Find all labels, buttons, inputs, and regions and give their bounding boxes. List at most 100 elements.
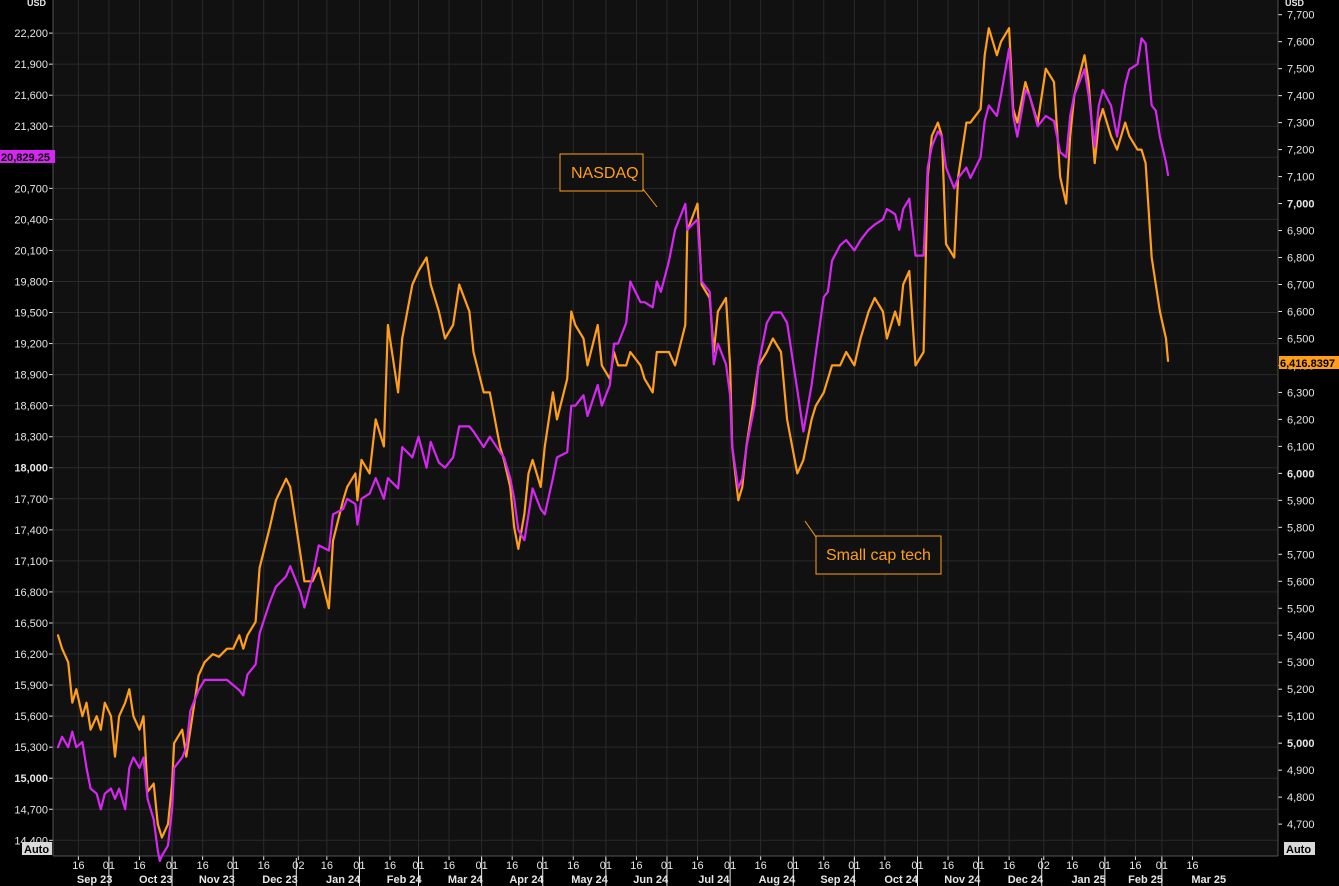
left-tick-label: 15,600 bbox=[14, 711, 48, 723]
left-tick-label: 18,600 bbox=[14, 401, 48, 413]
right-tick-label: 5,300 bbox=[1287, 657, 1315, 669]
nasdaq-series-line bbox=[56, 37, 1170, 863]
left-auto-button[interactable]: Auto bbox=[22, 842, 52, 856]
x-month-label: Sep 24 bbox=[820, 874, 856, 886]
x-tick-label: 16 bbox=[755, 860, 767, 872]
right-tick-label: 4,800 bbox=[1287, 792, 1315, 804]
left-tick-label: 15,000 bbox=[14, 773, 48, 785]
nasdaq-annotation-label: NASDAQ bbox=[571, 165, 639, 182]
left-tick-label: 21,600 bbox=[14, 90, 48, 102]
left-tick-label: 15,900 bbox=[14, 680, 48, 692]
left-tick-label: 16,200 bbox=[14, 649, 48, 661]
x-month-label: Nov 24 bbox=[944, 874, 981, 886]
x-month-label: Mar 25 bbox=[1191, 874, 1226, 886]
right-tick-label: 6,900 bbox=[1287, 226, 1315, 238]
x-tick-label: 16 bbox=[567, 860, 579, 872]
left-tick-label: 17,400 bbox=[14, 525, 48, 537]
x-tick-label: 16 bbox=[1003, 860, 1015, 872]
left-tick-label: 14,700 bbox=[14, 804, 48, 816]
left-tick-label: 18,300 bbox=[14, 432, 48, 444]
right-tick-label: 6,100 bbox=[1287, 441, 1315, 453]
right-tick-label: 7,100 bbox=[1287, 172, 1315, 184]
right-tick-label: 5,700 bbox=[1287, 549, 1315, 561]
x-tick-label: 16 bbox=[1066, 860, 1078, 872]
right-tick-label: 6,600 bbox=[1287, 306, 1315, 318]
nasdaq-last-value-flag: 20,829.25 bbox=[0, 150, 55, 164]
right-tick-label: 7,400 bbox=[1287, 91, 1315, 103]
x-axis: 16 01 16 01 16 01 16 02 16 01 16 01 16 01 16 01 16 01 16 01… bbox=[53, 855, 1278, 886]
x-tick-label: 16 bbox=[72, 860, 84, 872]
right-tick-label: 7,200 bbox=[1287, 145, 1315, 157]
right-tick-label: 6,800 bbox=[1287, 253, 1315, 265]
x-month-label: Jan 24 bbox=[326, 874, 361, 886]
x-tick-label: 16 bbox=[506, 860, 518, 872]
right-tick-label: 6,300 bbox=[1287, 387, 1315, 399]
left-unit-label: USD bbox=[27, 0, 47, 8]
right-unit-label: USD bbox=[1285, 0, 1305, 8]
left-tick-label: 20,700 bbox=[14, 183, 48, 195]
left-tick-label: 20,100 bbox=[14, 245, 48, 257]
right-tick-label: 5,000 bbox=[1287, 738, 1315, 750]
x-month-label: Dec 23 bbox=[262, 874, 297, 886]
x-month-label: Mar 24 bbox=[448, 874, 484, 886]
right-tick-label: 7,000 bbox=[1287, 199, 1315, 211]
x-tick-label: 16 bbox=[942, 860, 954, 872]
x-tick-label: 16 bbox=[133, 860, 145, 872]
left-tick-label: 15,300 bbox=[14, 742, 48, 754]
right-tick-label: 7,300 bbox=[1287, 118, 1315, 130]
right-tick-label: 5,200 bbox=[1287, 684, 1315, 696]
x-tick-label: 16 bbox=[879, 860, 891, 872]
right-tick-label: 6,200 bbox=[1287, 414, 1315, 426]
left-tick-label: 16,800 bbox=[14, 587, 48, 599]
left-tick-label: 17,100 bbox=[14, 556, 48, 568]
right-tick-label: 6,000 bbox=[1287, 468, 1315, 480]
x-tick-label: 16 bbox=[1186, 860, 1198, 872]
right-tick-label: 7,500 bbox=[1287, 64, 1315, 76]
nasdaq-annotation-box bbox=[559, 153, 644, 192]
x-tick-label: 16 bbox=[630, 860, 642, 872]
nasdaq-last-value: 20,829.25 bbox=[1, 152, 50, 164]
right-axis: 4,700 4,800 4,900 5,000 5,100 5,200 5,300 5,400… bbox=[1277, 0, 1315, 856]
left-tick-label: 18,900 bbox=[14, 370, 48, 382]
small-cap-last-value: 6,416.8397 bbox=[1280, 358, 1335, 370]
nasdaq-annotation-leader bbox=[642, 188, 658, 208]
x-month-label: Jul 24 bbox=[698, 874, 730, 886]
right-tick-label: 6,700 bbox=[1287, 280, 1315, 292]
x-month-label: Oct 23 bbox=[139, 874, 173, 886]
left-tick-label: 21,300 bbox=[14, 121, 48, 133]
small-cap-annotation: Small cap tech bbox=[804, 520, 942, 575]
x-month-label: May 24 bbox=[571, 874, 609, 886]
x-tick-label: 16 bbox=[443, 860, 455, 872]
x-month-label: Dec 24 bbox=[1008, 874, 1044, 886]
x-month-label: Feb 24 bbox=[387, 874, 423, 886]
right-tick-label: 5,900 bbox=[1287, 495, 1315, 507]
x-month-label: Sep 23 bbox=[77, 874, 112, 886]
left-tick-label: 17,700 bbox=[14, 494, 48, 506]
right-tick-label: 7,600 bbox=[1287, 37, 1315, 49]
right-auto-button[interactable]: Auto bbox=[1284, 842, 1315, 856]
x-tick-label: 16 bbox=[384, 860, 396, 872]
left-tick-label: 20,400 bbox=[14, 214, 48, 226]
right-tick-label: 6,500 bbox=[1287, 333, 1315, 345]
left-tick-label: 16,500 bbox=[14, 618, 48, 630]
x-month-label: Aug 24 bbox=[759, 874, 797, 886]
small-cap-annotation-leader bbox=[804, 520, 817, 538]
x-month-label: Jun 24 bbox=[633, 874, 669, 886]
x-tick-label: 16 bbox=[1129, 860, 1141, 872]
right-tick-label: 5,500 bbox=[1287, 603, 1315, 615]
left-tick-label: 18,000 bbox=[14, 463, 48, 475]
x-tick-label: 16 bbox=[258, 860, 270, 872]
right-tick-label: 5,100 bbox=[1287, 711, 1315, 723]
small-cap-last-value-flag: 6,416.8397 bbox=[1279, 356, 1339, 370]
x-tick-label: 16 bbox=[196, 860, 208, 872]
left-auto-label: Auto bbox=[24, 844, 49, 856]
right-auto-label: Auto bbox=[1286, 844, 1311, 856]
right-tick-label: 5,600 bbox=[1287, 576, 1315, 588]
right-tick-label: 7,700 bbox=[1287, 10, 1315, 22]
small-cap-annotation-box bbox=[815, 535, 942, 575]
x-tick-label: 16 bbox=[691, 860, 703, 872]
left-tick-label: 19,200 bbox=[14, 339, 48, 351]
plot-area bbox=[53, 0, 1278, 856]
left-tick-label: 19,500 bbox=[14, 308, 48, 320]
